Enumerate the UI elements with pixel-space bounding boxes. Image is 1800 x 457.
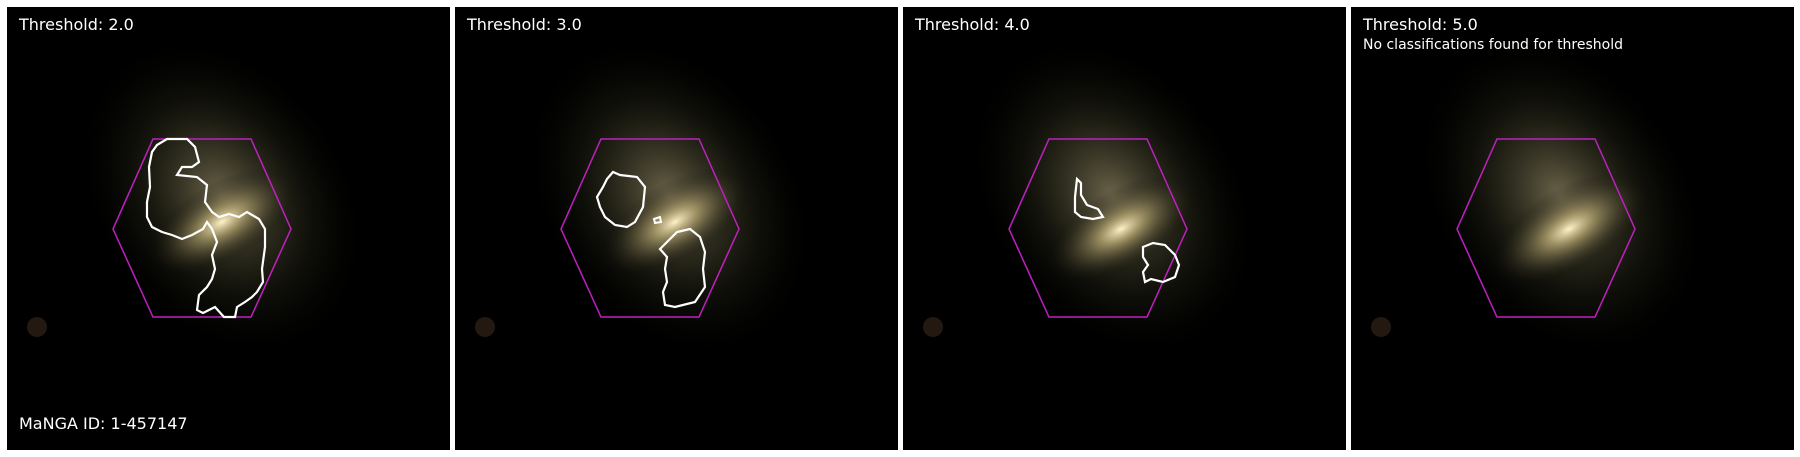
hexagon-outline [1456,138,1636,318]
galaxy-image [7,7,450,450]
panel-threshold-3: Threshold: 3.0 [455,7,898,450]
contour-region [145,137,267,319]
contour-region [1141,241,1181,284]
galaxy-image [1351,7,1794,450]
threshold-label: Threshold: 2.0 [19,15,134,34]
contour-region [595,170,647,229]
threshold-label: Threshold: 5.0 [1363,15,1478,34]
galaxy-image [455,7,898,450]
panel-threshold-4: Threshold: 4.0 [903,7,1346,450]
hexagon-outline [1008,138,1188,318]
hexagon-outline [112,138,292,318]
hexagon-outline [560,138,740,318]
contour-region [658,227,707,309]
panel-threshold-5: Threshold: 5.0 No classifications found … [1351,7,1794,450]
galaxy-image [903,7,1346,450]
no-classifications-note: No classifications found for threshold [1363,37,1623,53]
panel-threshold-2: Threshold: 2.0 MaNGA ID: 1-457147 [7,7,450,450]
contour-region [1073,176,1105,221]
manga-id-label: MaNGA ID: 1-457147 [19,414,188,433]
threshold-label: Threshold: 3.0 [467,15,582,34]
contour-region [652,215,663,225]
threshold-label: Threshold: 4.0 [915,15,1030,34]
